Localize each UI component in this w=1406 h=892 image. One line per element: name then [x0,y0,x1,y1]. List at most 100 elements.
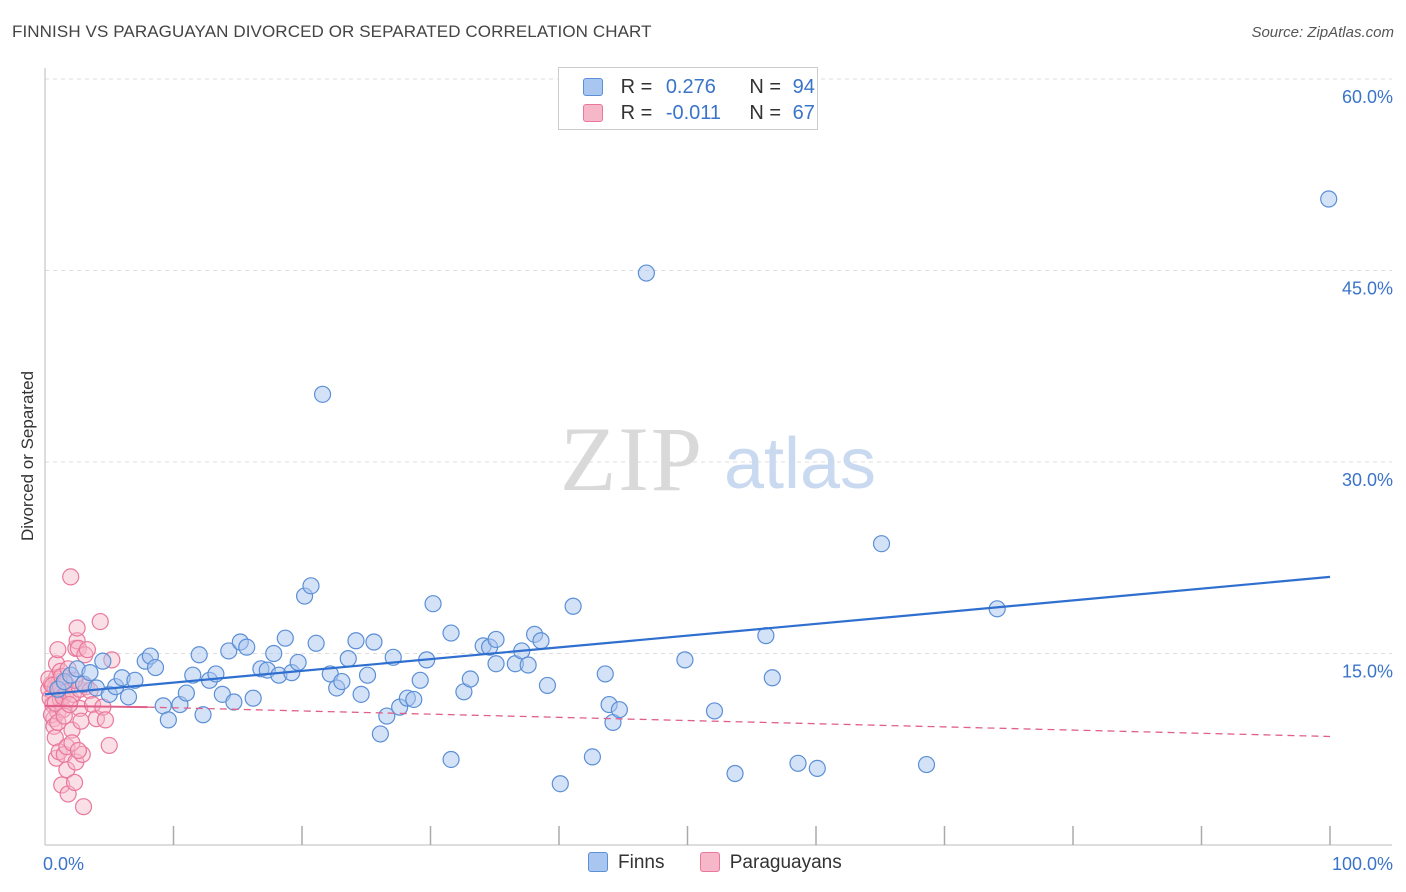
axes [44,68,1392,846]
legend-row-finns: R = 0.276 N = 94 [583,76,815,100]
finns-point [378,707,396,725]
finns-point [596,665,614,683]
finns-point [789,754,807,772]
finns-point [220,642,238,660]
legend-item-paraguayans[interactable]: Paraguayans [699,852,842,874]
paraguayans-point [49,641,67,659]
paraguayans-point [68,619,86,637]
finns-point [365,633,383,651]
finns-points [49,190,1338,793]
finns-point [519,656,537,674]
finns-point [872,535,891,553]
finns-point [583,748,602,766]
finns-point [442,750,460,769]
finns-point [81,664,99,682]
watermark-atlas: atlas [724,424,876,504]
paraguayans-point [74,798,93,816]
legend-item-finns[interactable]: Finns [588,852,664,874]
n-value: 67 [792,102,815,124]
x-tick-label: 100.0% [1332,854,1393,874]
finns-point [265,644,283,663]
y-tick-label: 60.0% [1342,87,1393,107]
series-legend: Finns Paraguayans [588,852,872,874]
finns-point [487,630,505,649]
paraguayans-point [83,695,102,714]
finns-label: Finns [618,852,665,873]
finns-point [637,264,655,282]
finns-point [194,706,212,724]
finns-point [289,653,307,672]
finns-point [1320,190,1338,208]
finns-point [411,671,429,689]
finns-point [177,684,195,702]
finns-point [276,629,294,647]
y-tick-label: 30.0% [1342,470,1393,490]
finns-point [726,764,744,783]
finns-point [119,688,138,706]
finns-point [461,670,479,688]
chart-title: FINNISH VS PARAGUAYAN DIVORCED OR SEPARA… [12,22,652,41]
paraguayans-point [78,641,97,659]
finns-swatch [583,78,603,96]
finns-point [358,666,377,684]
paraguayans-point [60,695,79,714]
r-label: R = [620,76,653,98]
finns-point [424,595,442,613]
r-value: 0.276 [665,76,716,98]
finns-point [917,755,936,774]
finns-point [126,671,144,689]
finns-point [676,651,694,669]
paraguayans-trend-dashed [147,706,1331,738]
paraguayans-point [96,711,114,729]
finns-point [146,658,165,677]
paraguayans-trend-line [44,704,148,709]
n-label: N = [749,76,782,98]
legend-row-paraguayans: R = -0.011 N = 67 [583,102,815,126]
finns-point [302,577,320,595]
finns-point [225,693,243,711]
paraguayans-point [69,639,88,657]
paraguayans-swatch [583,104,603,122]
finns-point [159,711,177,729]
finns-trend-line [44,575,1331,696]
n-label: N = [749,102,782,124]
paraguayans-swatch [699,852,720,872]
finns-point [763,669,781,687]
paraguayans-point [63,721,81,739]
finns-point [405,690,423,709]
finns-point [333,672,351,691]
finns-point [538,676,557,695]
r-value: -0.011 [665,102,722,124]
paraguayans-point [71,699,89,717]
finns-point [190,646,208,664]
trend-lines [44,575,1331,738]
finns-point [347,632,365,650]
finns-point [238,638,256,656]
source-label: Source: ZipAtlas.com [1251,24,1394,41]
paraguayans-point [72,712,90,730]
finns-point [94,652,112,670]
finns-point [442,624,460,642]
finns-point [184,666,202,684]
watermark-zip: ZIP [560,408,704,510]
paraguayans-point [69,741,88,760]
r-label: R = [620,102,653,124]
gridlines [45,78,1392,654]
paraguayans-point [62,568,80,586]
finns-point [244,689,262,707]
finns-point [532,632,550,650]
finns-swatch [588,852,608,872]
finns-point [487,655,505,673]
finns-point [313,385,332,403]
y-tick-label: 45.0% [1342,279,1393,299]
tick-labels: 15.0% 30.0% 45.0% 60.0% 0.0% 100.0% [43,87,1393,874]
finns-point [307,634,325,652]
paraguayans-point [91,612,109,631]
paraguayans-point [65,773,84,792]
finns-point [808,759,826,778]
paraguayans-point [100,736,118,755]
paraguayans-point [49,713,67,732]
finns-point [564,597,582,615]
y-tick-label: 15.0% [1342,662,1393,682]
